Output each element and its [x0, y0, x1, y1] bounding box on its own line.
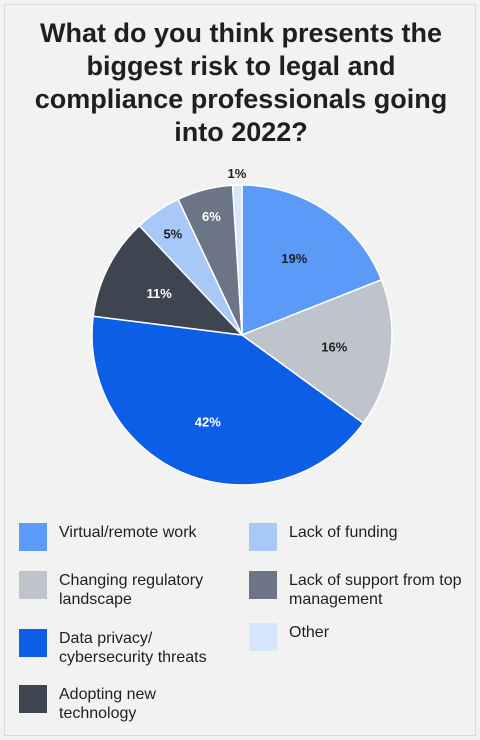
pie-slice-virtual-remote-work — [241, 184, 383, 337]
pie-slice-changing-regulatory-landscape — [240, 278, 393, 425]
slice-data-label: 6% — [202, 209, 221, 224]
pie-slice-adopting-new-technology — [92, 224, 244, 337]
legend-item-lack-of-funding: Lack of funding — [249, 523, 471, 551]
legend-label: Adopting new technology — [59, 686, 156, 722]
legend-swatch — [19, 685, 47, 713]
legend-label: Changing regulatory landscape — [59, 572, 204, 608]
legend-item-virtual-remote-work: Virtual/remote work — [19, 523, 241, 551]
legend-label: Data privacy/ cybersecurity threats — [59, 630, 207, 666]
pie-slice-other — [231, 184, 243, 336]
legend-item-other: Other — [249, 623, 471, 651]
legend-swatch — [249, 571, 277, 599]
legend-item-lack-of-support-from-top-management: Lack of support from top management — [249, 571, 471, 609]
chart-title: What do you think presents the biggest r… — [34, 18, 448, 147]
legend-label: Lack of funding — [289, 524, 398, 541]
legend-label: Lack of support from top management — [289, 572, 462, 608]
slice-data-label: 16% — [321, 340, 347, 355]
slice-data-label: 11% — [146, 286, 172, 301]
legend-swatch — [249, 623, 277, 651]
legend-swatch — [19, 523, 47, 551]
slice-data-label: 5% — [163, 226, 182, 241]
legend-swatch — [249, 523, 277, 551]
legend-item-changing-regulatory-landscape: Changing regulatory landscape — [19, 571, 241, 609]
legend-item-data-privacy-cybersecurity-threats: Data privacy/ cybersecurity threats — [19, 629, 241, 667]
legend-label: Other — [289, 624, 330, 641]
legend-swatch — [19, 571, 47, 599]
chart-card: What do you think presents the biggest r… — [4, 4, 476, 736]
pie-chart: 19% 16% 42% 11% 5% 6% 1% — [91, 166, 393, 486]
legend-swatch — [19, 629, 47, 657]
slice-data-label: 1% — [228, 166, 247, 181]
pie-slice-data-privacy-cybersecurity-threats — [91, 315, 365, 486]
legend-label: Virtual/remote work — [59, 524, 197, 541]
slice-data-label: 19% — [281, 251, 307, 266]
legend-item-adopting-new-technology: Adopting new technology — [19, 685, 241, 723]
slice-data-label: 42% — [195, 414, 221, 429]
